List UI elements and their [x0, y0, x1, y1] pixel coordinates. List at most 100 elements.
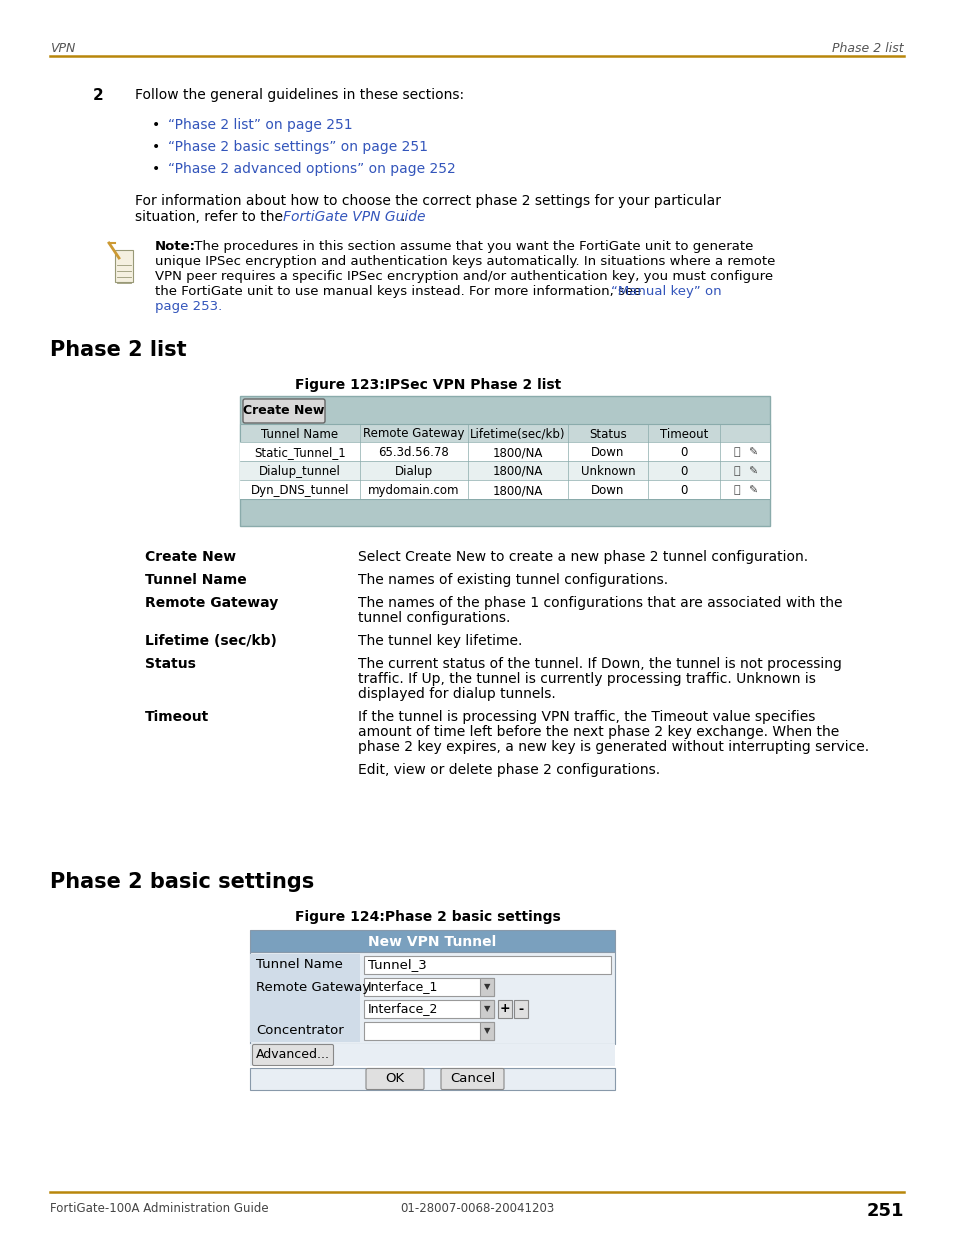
Text: +: + — [499, 1003, 510, 1015]
Bar — [364, 1023, 494, 1040]
Text: -: - — [517, 1003, 523, 1015]
Bar — [479, 1000, 494, 1018]
Text: Tunnel_3: Tunnel_3 — [368, 958, 426, 972]
Text: The procedures in this section assume that you want the FortiGate unit to genera: The procedures in this section assume th… — [190, 240, 753, 253]
Text: 1800/NA: 1800/NA — [493, 484, 542, 496]
Text: Advanced...: Advanced... — [255, 1049, 330, 1062]
Text: 🗑: 🗑 — [733, 485, 740, 495]
Text: 251: 251 — [865, 1202, 903, 1220]
Text: 🗑: 🗑 — [733, 447, 740, 457]
Text: Status: Status — [145, 657, 195, 671]
Bar — [364, 956, 610, 974]
Text: Status: Status — [589, 427, 626, 441]
FancyBboxPatch shape — [243, 399, 325, 424]
Text: Note:: Note: — [154, 240, 195, 253]
Text: VPN peer requires a specific IPSec encryption and/or authentication key, you mus: VPN peer requires a specific IPSec encry… — [154, 270, 772, 283]
Text: •: • — [152, 140, 160, 154]
Bar — [240, 424, 769, 442]
Text: “Phase 2 list” on page 251: “Phase 2 list” on page 251 — [168, 119, 353, 132]
Text: unique IPSec encryption and authentication keys automatically. In situations whe: unique IPSec encryption and authenticati… — [154, 254, 775, 268]
Text: OK: OK — [384, 1072, 404, 1086]
Text: Edit, view or delete phase 2 configurations.: Edit, view or delete phase 2 configurati… — [357, 763, 659, 777]
Text: VPN: VPN — [50, 42, 75, 56]
Text: Follow the general guidelines in these sections:: Follow the general guidelines in these s… — [135, 88, 464, 103]
Text: •: • — [152, 119, 160, 132]
Text: Down: Down — [591, 446, 624, 459]
Text: amount of time left before the next phase 2 key exchange. When the: amount of time left before the next phas… — [357, 725, 839, 739]
Text: Tunnel Name: Tunnel Name — [255, 958, 342, 972]
Text: The tunnel key lifetime.: The tunnel key lifetime. — [357, 634, 522, 648]
Bar — [250, 953, 359, 976]
Bar — [250, 998, 359, 1020]
Bar — [497, 1000, 512, 1018]
Bar — [250, 1044, 615, 1066]
Bar — [240, 480, 769, 499]
Bar — [115, 249, 132, 282]
Text: 1800/NA: 1800/NA — [493, 446, 542, 459]
Text: displayed for dialup tunnels.: displayed for dialup tunnels. — [357, 687, 556, 701]
Bar — [250, 976, 359, 998]
Text: Remote Gateway: Remote Gateway — [255, 981, 370, 993]
Text: If the tunnel is processing VPN traffic, the Timeout value specifies: If the tunnel is processing VPN traffic,… — [357, 710, 815, 724]
Bar — [250, 1020, 359, 1042]
Text: 1800/NA: 1800/NA — [493, 466, 542, 478]
Text: 2: 2 — [92, 88, 104, 103]
Bar — [250, 930, 615, 952]
Text: “Phase 2 basic settings” on page 251: “Phase 2 basic settings” on page 251 — [168, 140, 428, 154]
Text: phase 2 key expires, a new key is generated without interrupting service.: phase 2 key expires, a new key is genera… — [357, 740, 868, 755]
FancyBboxPatch shape — [366, 1068, 423, 1089]
Text: “Phase 2 advanced options” on page 252: “Phase 2 advanced options” on page 252 — [168, 162, 456, 177]
Text: New VPN Tunnel: New VPN Tunnel — [368, 935, 497, 948]
Bar — [240, 424, 769, 499]
Bar — [240, 442, 769, 461]
Text: The names of the phase 1 configurations that are associated with the: The names of the phase 1 configurations … — [357, 597, 841, 610]
Text: Select Create New to create a new phase 2 tunnel configuration.: Select Create New to create a new phase … — [357, 550, 807, 564]
Text: ▼: ▼ — [483, 983, 490, 992]
Text: Figure 123:IPSec VPN Phase 2 list: Figure 123:IPSec VPN Phase 2 list — [294, 378, 560, 391]
Bar — [240, 461, 769, 480]
Text: FortiGate-100A Administration Guide: FortiGate-100A Administration Guide — [50, 1202, 269, 1215]
Text: Timeout: Timeout — [145, 710, 209, 724]
Bar — [364, 978, 494, 995]
Text: traffic. If Up, the tunnel is currently processing traffic. Unknown is: traffic. If Up, the tunnel is currently … — [357, 672, 815, 685]
Text: 0: 0 — [679, 446, 687, 459]
Text: tunnel configurations.: tunnel configurations. — [357, 611, 510, 625]
Text: FortiGate VPN Guide: FortiGate VPN Guide — [283, 210, 425, 224]
Bar — [250, 952, 615, 1044]
Text: ✎: ✎ — [747, 447, 757, 457]
Text: Dialup_tunnel: Dialup_tunnel — [259, 466, 340, 478]
Text: 65.3d.56.78: 65.3d.56.78 — [378, 446, 449, 459]
Text: •: • — [152, 162, 160, 177]
Bar — [364, 1000, 494, 1018]
Text: For information about how to choose the correct phase 2 settings for your partic: For information about how to choose the … — [135, 194, 720, 207]
Text: situation, refer to the: situation, refer to the — [135, 210, 287, 224]
Text: the FortiGate unit to use manual keys instead. For more information, see: the FortiGate unit to use manual keys in… — [154, 285, 645, 298]
Text: Phase 2 basic settings: Phase 2 basic settings — [50, 872, 314, 892]
Text: Create New: Create New — [243, 405, 324, 417]
Text: 0: 0 — [679, 466, 687, 478]
Bar — [514, 1000, 527, 1018]
Text: Dyn_DNS_tunnel: Dyn_DNS_tunnel — [251, 484, 349, 496]
FancyBboxPatch shape — [253, 1045, 334, 1066]
Text: The names of existing tunnel configurations.: The names of existing tunnel configurati… — [357, 573, 667, 587]
Bar — [479, 1023, 494, 1040]
Text: Concentrator: Concentrator — [255, 1025, 343, 1037]
Text: Lifetime(sec/kb): Lifetime(sec/kb) — [470, 427, 565, 441]
Text: Phase 2 list: Phase 2 list — [832, 42, 903, 56]
Text: Remote Gateway: Remote Gateway — [145, 597, 278, 610]
Text: Interface_2: Interface_2 — [368, 1003, 438, 1015]
Text: Interface_1: Interface_1 — [368, 981, 438, 993]
Text: 🗑: 🗑 — [733, 467, 740, 477]
Text: Timeout: Timeout — [659, 427, 707, 441]
Text: Static_Tunnel_1: Static_Tunnel_1 — [253, 446, 346, 459]
Text: .: . — [400, 210, 405, 224]
Text: Remote Gateway: Remote Gateway — [363, 427, 464, 441]
Text: page 253.: page 253. — [154, 300, 222, 312]
Bar — [240, 396, 769, 526]
Text: “Manual key” on: “Manual key” on — [610, 285, 720, 298]
Text: ▼: ▼ — [483, 1026, 490, 1035]
Text: Create New: Create New — [145, 550, 236, 564]
Text: Figure 124:Phase 2 basic settings: Figure 124:Phase 2 basic settings — [294, 910, 560, 924]
Text: Lifetime (sec/kb): Lifetime (sec/kb) — [145, 634, 276, 648]
Text: Phase 2 list: Phase 2 list — [50, 340, 187, 359]
